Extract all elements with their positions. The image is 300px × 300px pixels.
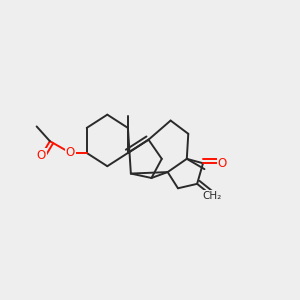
Text: O: O xyxy=(218,157,227,170)
Text: O: O xyxy=(36,149,46,162)
Text: CH₂: CH₂ xyxy=(202,190,221,201)
Text: O: O xyxy=(66,146,75,159)
